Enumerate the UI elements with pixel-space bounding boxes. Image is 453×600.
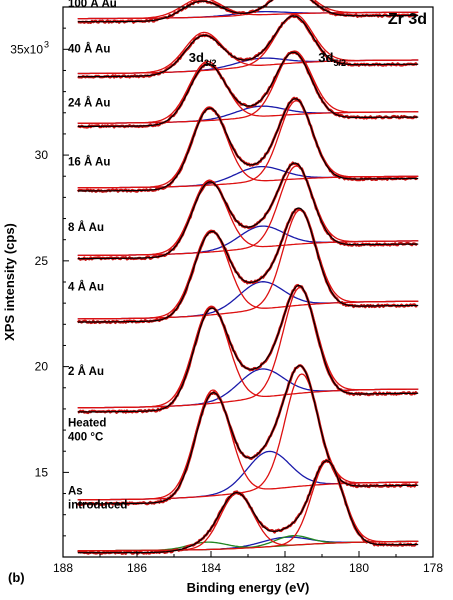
y-tick-label-20: 20 (35, 360, 49, 374)
trace-label-heated-400-c: Heated 400 °C (68, 418, 106, 444)
component-3d52-heated-400-c (77, 373, 419, 501)
trace-label-24-au: 24 Å Au (68, 96, 110, 109)
x-tick-label-180: 180 (349, 561, 369, 575)
series-4-au (76, 207, 419, 325)
trace-label-2-au: 2 Å Au (68, 365, 104, 378)
series-100-au (77, 0, 419, 25)
y-tick-label-15: 15 (35, 465, 49, 479)
y-tick-label-25: 25 (35, 254, 49, 268)
series-24-au (77, 50, 419, 129)
series-40-au (77, 13, 419, 79)
fit-envelope-2-au (77, 284, 419, 413)
y-tick-label-35: 35x10 (10, 42, 43, 56)
series-as-introduced (77, 458, 419, 555)
peak-label-base: 3d (189, 50, 204, 65)
label-layer: 100 Å Au 40 Å Au 24 Å Au 16 Å Au 8 Å Au 4 Å A… (68, 0, 346, 511)
trace-label-100-au: 100 Å Au (68, 0, 117, 10)
fit-envelope-heated-400-c (77, 364, 419, 505)
trace-label-line: As (68, 485, 83, 497)
fit-envelope-as-introduced (77, 460, 419, 554)
fit-envelope-100-au (77, 0, 419, 23)
y-tick-exponent: 3 (44, 39, 49, 49)
x-tick-label-178: 178 (423, 561, 443, 575)
trace-layer (76, 0, 419, 555)
peak-label-subscript: 5/2 (333, 58, 346, 68)
trace-label-line: 400 °C (68, 432, 103, 444)
panel-label: (b) (8, 570, 25, 585)
x-tick-label-184: 184 (201, 561, 221, 575)
trace-label-as-introduced: As introduced (68, 485, 127, 511)
series-2-au (77, 283, 419, 415)
trace-label-line: Heated (68, 418, 106, 430)
series-16-au (76, 96, 419, 193)
fit-envelope-8-au (77, 162, 419, 260)
x-tick-label-182: 182 (275, 561, 295, 575)
trace-label-40-au: 40 Å Au (68, 42, 110, 55)
series-8-au (77, 161, 419, 261)
y-axis-title: XPS intensity (cps) (2, 223, 17, 341)
component-3d52-as-introduced (77, 460, 419, 552)
fit-envelope-24-au (77, 51, 419, 128)
x-tick-label-188: 188 (53, 561, 73, 575)
axes-layer: 188 186 184 182 180 178 15 20 25 30 35x10 3 (10, 27, 443, 575)
component-3d52-24-au (77, 50, 419, 124)
peak-label-subscript: 3/2 (204, 58, 217, 68)
trace-label-4-au: 4 Å Au (68, 280, 104, 293)
component-3d52-16-au (77, 100, 419, 189)
y-tick-label-30: 30 (35, 148, 49, 162)
series-heated-400-c (76, 364, 419, 507)
x-axis-title: Binding energy (eV) (187, 580, 310, 595)
component-3d52-4-au (77, 209, 419, 320)
trace-label-8-au: 8 Å Au (68, 221, 104, 234)
trace-label-line: introduced (68, 499, 127, 511)
peak-label-52: 3d5/2 (318, 50, 346, 68)
fit-envelope-4-au (77, 207, 419, 323)
component-3d52-40-au (77, 13, 419, 75)
fit-envelope-16-au (77, 98, 419, 192)
trace-label-16-au: 16 Å Au (68, 156, 110, 169)
x-tick-label-186: 186 (127, 561, 147, 575)
component-3d52-8-au (77, 165, 419, 257)
fit-envelope-40-au (77, 15, 419, 78)
peak-label-32: 3d3/2 (189, 50, 217, 68)
peak-label-base: 3d (318, 50, 333, 65)
chart-title: Zr 3d (388, 11, 427, 28)
component-3d52-2-au (77, 286, 419, 409)
